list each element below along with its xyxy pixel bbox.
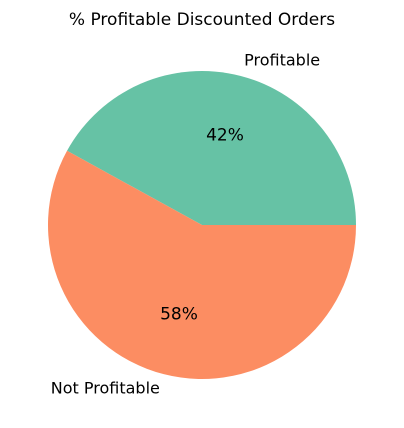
- slice-label-profitable: Profitable: [244, 50, 320, 69]
- slice-percentage-profitable: 42%: [206, 126, 244, 146]
- chart-title: % Profitable Discounted Orders: [69, 10, 335, 30]
- pie-slices: [48, 70, 357, 379]
- pie-slice-profitable: [67, 70, 357, 225]
- slice-label-not-profitable: Not Profitable: [51, 379, 160, 398]
- slice-percentage-not-profitable: 58%: [160, 304, 198, 324]
- pie-labels: Profitable 42% Not Profitable 58%: [51, 50, 320, 397]
- pie-slice-not-profitable: [48, 150, 357, 379]
